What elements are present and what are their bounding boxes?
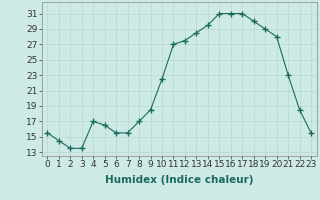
X-axis label: Humidex (Indice chaleur): Humidex (Indice chaleur)	[105, 175, 253, 185]
